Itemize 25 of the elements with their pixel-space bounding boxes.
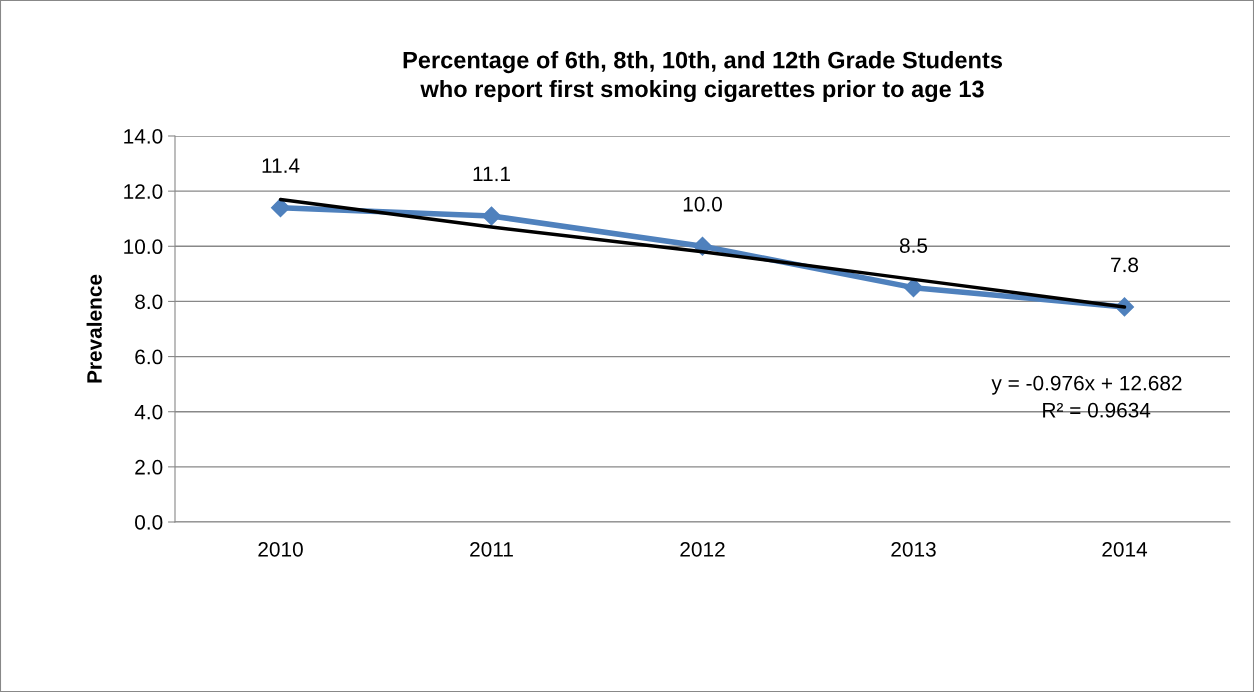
point <box>270 198 291 218</box>
data-label: 7.8 <box>1111 257 1139 273</box>
y-tick-label: 14.0 <box>124 129 163 144</box>
y-tick-label: 8.0 <box>135 294 163 310</box>
annotation: y = -0.976x + 12.682 <box>991 375 1182 395</box>
x-tick-label: 2013 <box>891 541 936 557</box>
y-axis-title: Prevalence <box>86 274 102 383</box>
data-label: 11.4 <box>262 158 300 173</box>
data-label: 8.5 <box>899 238 928 253</box>
y-tick-label: 2.0 <box>135 459 163 475</box>
x-tick-label: 2010 <box>258 541 303 557</box>
annotation: R² = 0.9634 <box>1043 402 1151 418</box>
x-tick-label: 2014 <box>1102 541 1148 557</box>
y-tick-label: 6.0 <box>135 349 163 365</box>
point <box>903 278 924 298</box>
data-label: 10.0 <box>683 196 722 212</box>
data-label: 11.1 <box>473 166 510 182</box>
point <box>481 206 502 226</box>
y-tick-label: 10.0 <box>124 239 163 255</box>
chart-title: Percentage of 6th, 8th, 10th, and 12th Grade Students who report first smoking cigarettes prior to age 13 <box>403 51 1002 103</box>
y-tick-label: 0.0 <box>135 515 163 530</box>
y-tick-label: 4.0 <box>134 404 163 420</box>
y-tick-label: 12.0 <box>124 184 163 199</box>
x-tick-label: 2012 <box>680 541 725 557</box>
x-tick-label: 2011 <box>470 541 513 557</box>
